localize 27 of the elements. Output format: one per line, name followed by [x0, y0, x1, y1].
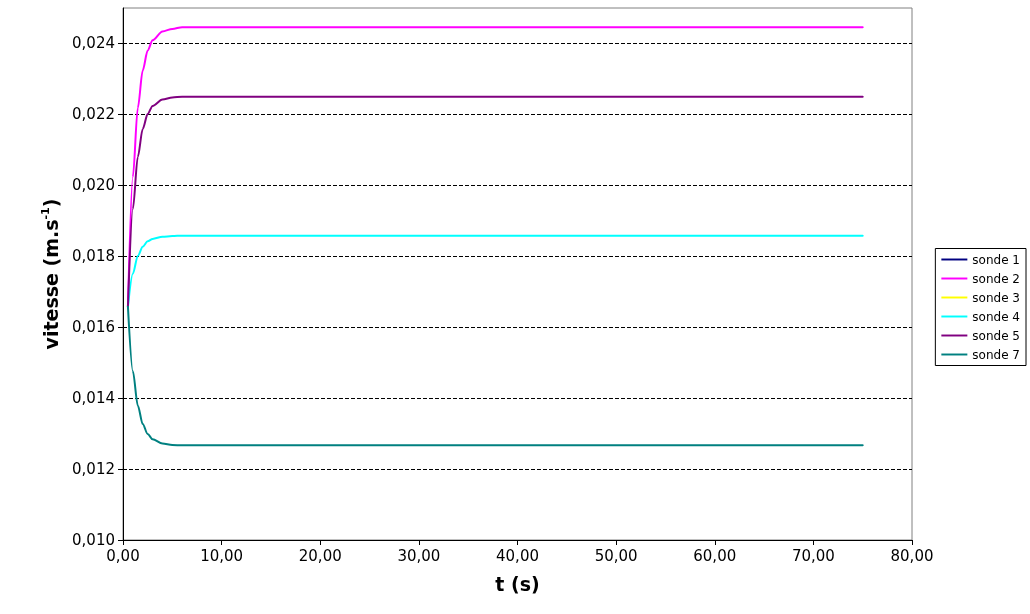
x-tick-label: 80,00	[890, 546, 934, 565]
x-tick-label: 0,00	[106, 546, 140, 565]
legend-label: sonde 1	[972, 252, 1021, 267]
x-tick-label: 20,00	[298, 546, 342, 565]
legend-label: sonde 3	[972, 290, 1021, 305]
y-tick-label: 0,022	[72, 105, 115, 124]
legend-label: sonde 7	[972, 347, 1021, 362]
y-tick-label: 0,014	[72, 389, 115, 408]
y-tick-label: 0,024	[72, 34, 115, 53]
x-tick-label: 30,00	[397, 546, 441, 565]
x-tick-label: 70,00	[791, 546, 835, 565]
x-tick-label: 50,00	[594, 546, 638, 565]
legend-label: sonde 2	[972, 271, 1021, 286]
y-axis-title: vitesse (m.s-1)	[39, 198, 62, 350]
legend-label: sonde 4	[972, 309, 1021, 324]
line-series	[126, 305, 864, 447]
y-tick-label: 0,016	[72, 318, 115, 337]
y-tick-label: 0,018	[72, 247, 115, 266]
x-tick-label: 40,00	[496, 546, 539, 565]
legend-label: sonde 5	[972, 328, 1021, 343]
line-series	[126, 95, 864, 308]
x-tick-label: 60,00	[693, 546, 737, 565]
x-tick-label: 10,00	[200, 546, 244, 565]
y-tick-label: 0,010	[72, 531, 115, 549]
y-tick-label: 0,020	[72, 176, 115, 195]
y-tick-label: 0,012	[72, 460, 115, 479]
x-axis-title: t (s)	[495, 572, 540, 595]
